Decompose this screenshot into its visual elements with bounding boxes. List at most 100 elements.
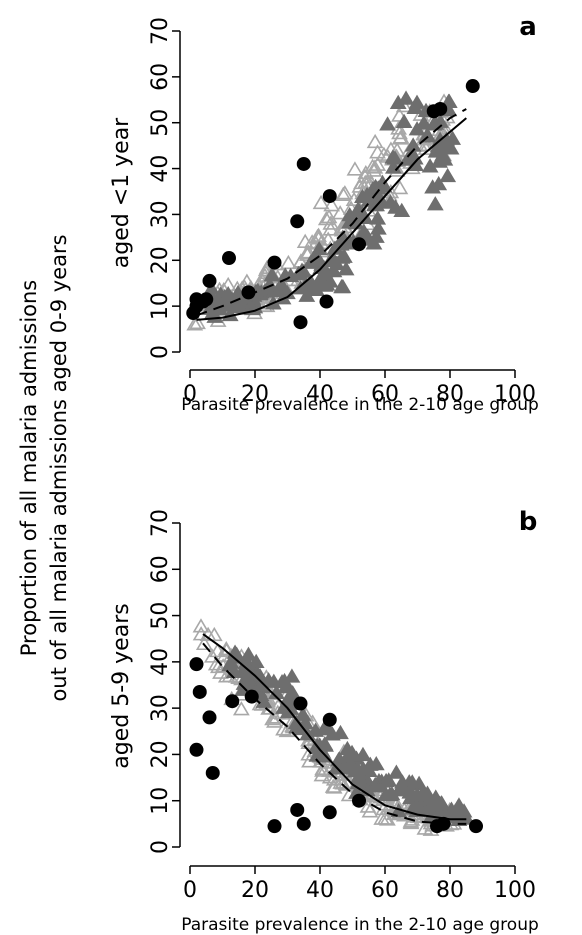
- figure-ylabel-line2: out of all malaria admissions aged 0-9 y…: [47, 234, 71, 701]
- simulated-triangle-point: [298, 244, 316, 260]
- simulated-triangle-point: [367, 178, 385, 194]
- simulated-triangle-point: [328, 255, 346, 271]
- simulated-triangle-point: [334, 186, 352, 201]
- observed-point: [322, 805, 337, 820]
- simulated-triangle-point: [391, 130, 409, 145]
- simulated-triangle-point: [425, 116, 443, 131]
- simulated-triangle-point: [316, 277, 334, 292]
- observed-point: [241, 285, 256, 300]
- x-tick-label: 40: [306, 878, 334, 903]
- x-axis-title: Parasite prevalence in the 2-10 age grou…: [181, 915, 539, 935]
- y-tick-label: 10: [148, 787, 173, 815]
- simulated-triangle-point: [391, 124, 408, 140]
- simulated-triangle-point: [389, 94, 407, 109]
- simulated-triangle-point: [317, 737, 334, 752]
- y-axis-title: aged 5-9 years: [109, 603, 134, 768]
- simulated-triangle-point: [298, 287, 316, 302]
- solid-fit-line: [202, 633, 467, 821]
- simulated-triangle-point: [376, 810, 394, 825]
- observed-point: [296, 816, 311, 831]
- observed-point: [244, 689, 259, 704]
- observed-point: [322, 712, 337, 727]
- simulated-triangle-point: [203, 280, 221, 295]
- simulated-triangle-point: [408, 94, 426, 109]
- x-tick-label: 0: [183, 382, 197, 407]
- simulated-triangle-point: [279, 254, 297, 270]
- simulated-triangle-point: [335, 759, 353, 774]
- simulated-triangle-point: [364, 158, 381, 173]
- figure-ylabel-line1: Proportion of all malaria admissions: [17, 280, 41, 657]
- x-axis: 0 20 40 60 80 100: [183, 865, 536, 903]
- simulated-triangle-point: [334, 278, 352, 294]
- y-axis-title: aged <1 year: [109, 117, 134, 268]
- simulated-triangle-point: [393, 202, 411, 218]
- observed-point: [192, 684, 207, 699]
- simulated-triangle-point: [283, 668, 301, 683]
- observed-point: [322, 189, 337, 204]
- y-tick-label: 30: [148, 200, 173, 228]
- simulated-triangle-point: [263, 267, 281, 282]
- simulated-triangle-point: [382, 194, 399, 209]
- simulated-triangle-point: [205, 626, 223, 642]
- simulated-triangle-point: [331, 205, 349, 220]
- observed-points: [189, 657, 483, 834]
- simulated-triangle-point: [381, 786, 399, 802]
- y-tick-label: 20: [148, 740, 173, 768]
- y-axis: 0 10 20 30 40 50 60 70: [148, 17, 181, 359]
- y-tick-label: 40: [148, 155, 173, 183]
- simulated-triangle-point: [354, 746, 372, 762]
- dashed-fit-line: [202, 642, 467, 825]
- observed-point: [293, 315, 308, 330]
- simulated-triangle-point: [439, 167, 457, 183]
- x-tick-label: 80: [436, 382, 464, 407]
- simulated-clouds: [192, 618, 475, 836]
- simulated-triangle-point: [426, 196, 444, 211]
- simulated-triangle-point: [358, 186, 376, 202]
- observed-point: [352, 793, 366, 808]
- y-tick-label: 0: [148, 840, 173, 854]
- simulated-triangle-point: [324, 778, 342, 793]
- simulated-triangle-point: [391, 179, 409, 195]
- simulated-triangle-point: [323, 197, 341, 212]
- observed-point: [222, 250, 236, 265]
- simulated-triangle-point: [424, 179, 442, 194]
- observed-point: [433, 101, 448, 116]
- simulated-triangle-point: [355, 223, 373, 238]
- y-tick-label: 70: [148, 17, 173, 45]
- simulated-triangle-point: [195, 635, 213, 651]
- simulated-triangle-point: [444, 130, 462, 145]
- y-tick-label: 40: [148, 648, 173, 676]
- simulated-triangle-point: [189, 314, 206, 330]
- simulated-triangle-point: [320, 208, 338, 224]
- simulated-triangle-point: [332, 236, 350, 251]
- dashed-fit-line: [196, 108, 467, 317]
- x-tick-label: 0: [183, 878, 197, 903]
- observed-point: [202, 710, 217, 725]
- observed-point: [296, 156, 311, 171]
- y-tick-label: 20: [148, 246, 173, 274]
- observed-point: [189, 742, 204, 757]
- simulated-triangle-point: [325, 771, 343, 786]
- x-tick-label: 20: [241, 382, 269, 407]
- observed-point: [205, 765, 220, 780]
- simulated-triangle-point: [418, 128, 436, 143]
- x-tick-label: 20: [241, 878, 269, 903]
- simulated-triangle-point: [276, 672, 293, 688]
- simulated-triangle-point: [313, 767, 331, 782]
- simulated-triangle-point: [346, 161, 364, 176]
- panel-letter: b: [519, 507, 538, 537]
- simulated-triangle-point: [273, 277, 291, 293]
- y-tick-label: 30: [148, 694, 173, 722]
- simulated-triangle-point: [431, 153, 448, 168]
- simulated-triangle-point: [369, 220, 387, 235]
- simulated-triangle-point: [230, 298, 248, 314]
- y-tick-label: 70: [148, 509, 173, 537]
- simulated-triangle-point: [395, 113, 413, 129]
- fit-lines: [202, 633, 467, 825]
- y-axis: 0 10 20 30 40 50 60 70: [148, 509, 181, 854]
- y-tick-label: 60: [148, 555, 173, 583]
- simulated-triangle-point: [310, 241, 328, 256]
- observed-point: [290, 214, 305, 229]
- simulated-triangle-point: [397, 90, 415, 105]
- simulated-triangle-point: [391, 107, 408, 122]
